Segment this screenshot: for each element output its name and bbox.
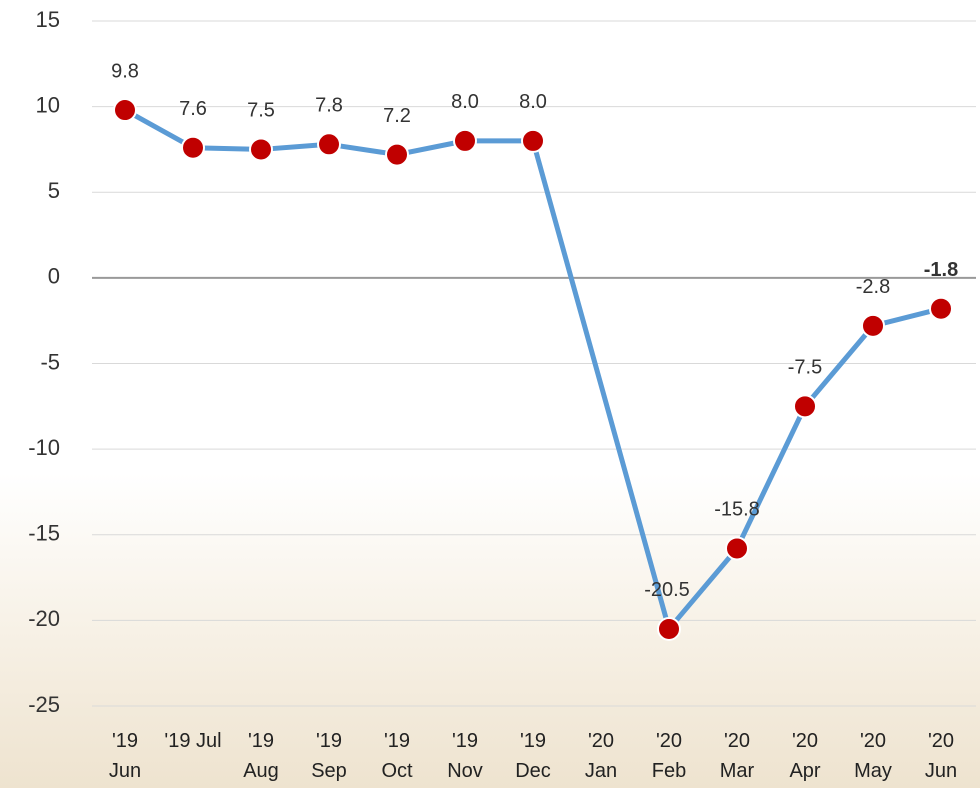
data-label: 8.0 (451, 91, 479, 113)
data-label: 8.0 (519, 91, 547, 113)
x-tick-label: '20 Mar (719, 730, 755, 782)
x-tick-label: '20 Feb (651, 730, 687, 782)
y-tick-label: -15 (28, 521, 60, 546)
data-label: 7.6 (179, 98, 207, 120)
data-label: -7.5 (788, 357, 822, 379)
data-label: 7.5 (247, 100, 275, 122)
marker (181, 135, 205, 160)
x-tick-label: '20 May (854, 730, 892, 782)
data-label: -15.8 (714, 499, 760, 521)
marker (385, 142, 409, 167)
y-tick-label: 5 (48, 178, 60, 203)
y-tick-label: 10 (36, 92, 60, 117)
x-tick-label: '20 Apr (789, 730, 821, 782)
marker (317, 132, 341, 157)
marker (657, 616, 681, 641)
x-tick-label: '20 Jan (584, 730, 618, 782)
x-tick-label: '19 Dec (515, 730, 551, 782)
marker (521, 128, 545, 153)
x-tick-label: '19 Aug (243, 730, 279, 782)
x-tick-label: '19 Jun (108, 730, 142, 782)
x-tick-label: '19 Nov (447, 730, 483, 782)
marker (861, 313, 885, 338)
y-tick-label: -25 (28, 692, 60, 717)
marker (113, 98, 137, 123)
x-tick-label: '19 Jul (164, 730, 222, 752)
marker (249, 137, 273, 162)
data-label: 7.2 (383, 105, 411, 127)
data-label: 9.8 (111, 60, 139, 82)
x-tick-label: '19 Oct (381, 730, 413, 782)
marker (929, 296, 953, 321)
marker (793, 394, 817, 419)
data-label: -1.8 (924, 259, 958, 281)
y-tick-label: 15 (36, 7, 60, 32)
y-tick-label: -20 (28, 606, 60, 631)
y-tick-label: -10 (28, 435, 60, 460)
data-label: 7.8 (315, 95, 343, 117)
data-label: -2.8 (856, 276, 890, 298)
marker (453, 128, 477, 153)
x-tick-label: '20 Jun (924, 730, 958, 782)
marker (725, 536, 749, 561)
x-tick-label: '19 Sep (311, 730, 347, 782)
y-tick-label: 0 (48, 264, 60, 289)
data-label: -20.5 (644, 579, 690, 601)
y-tick-label: -5 (40, 349, 60, 374)
